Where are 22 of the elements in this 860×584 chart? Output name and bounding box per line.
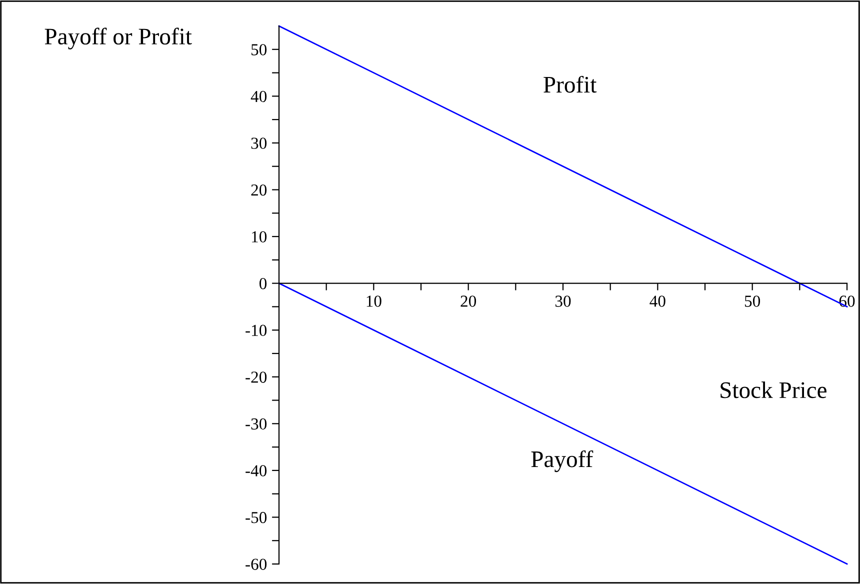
y-tick-label: 20 <box>251 184 267 196</box>
x-axis-title: Stock Price <box>720 382 826 398</box>
x-tick-label: 10 <box>366 296 382 307</box>
y-tick-label: -60 <box>246 558 267 570</box>
y-tick-label: 30 <box>251 138 267 149</box>
x-tick-label: 60 <box>839 296 855 307</box>
y-axis-title: Payoff or Profit <box>44 28 192 50</box>
y-tick-label: -50 <box>246 512 267 524</box>
series-label: Payoff <box>531 450 594 472</box>
y-tick-label: 50 <box>251 44 267 56</box>
y-tick-label: 0 <box>259 278 267 290</box>
y-tick-label: -10 <box>246 324 267 336</box>
y-tick-label: 40 <box>250 90 267 102</box>
y-tick-label: 10 <box>252 231 267 242</box>
x-tick-label: 20 <box>460 296 476 307</box>
x-tick-label: 30 <box>555 296 571 307</box>
x-tick-label: 40 <box>650 296 666 307</box>
y-tick-label: -30 <box>246 418 267 430</box>
text: Profit <box>544 76 597 93</box>
y-tick-label: -20 <box>246 372 267 383</box>
x-tick-label: 50 <box>744 296 760 307</box>
y-tick-label: -40 <box>246 465 267 476</box>
